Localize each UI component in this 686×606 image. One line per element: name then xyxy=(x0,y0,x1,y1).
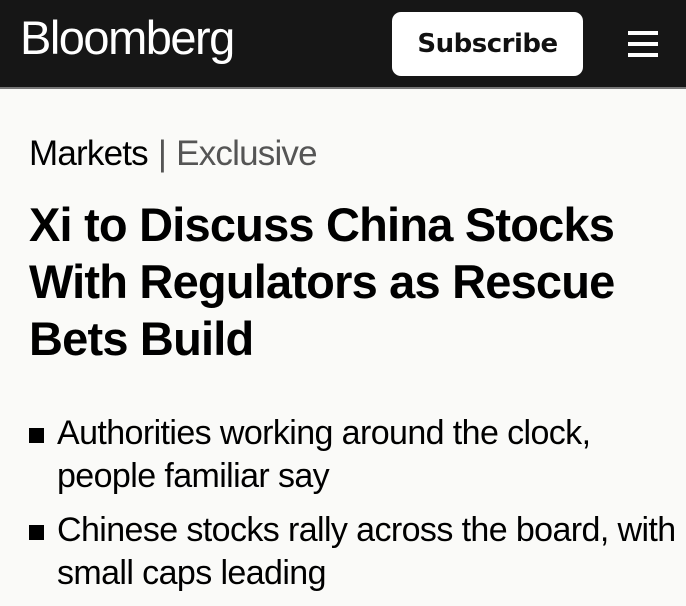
bullet-square-icon xyxy=(29,428,44,443)
bloomberg-logo[interactable]: Bloomberg xyxy=(20,11,235,64)
bullet-item: Authorities working around the clock, pe… xyxy=(29,412,679,498)
breadcrumb: Markets | Exclusive xyxy=(29,134,318,174)
separator: | xyxy=(157,134,167,173)
bullet-text: Chinese stocks rally across the board, w… xyxy=(57,511,676,592)
summary-bullets: Authorities working around the clock, pe… xyxy=(29,412,679,606)
bullet-text: Authorities working around the clock, pe… xyxy=(57,414,591,495)
site-header: Bloomberg Subscribe xyxy=(0,0,686,89)
headline: Xi to Discuss China Stocks With Regulato… xyxy=(29,198,615,365)
exclusive-tag: Exclusive xyxy=(176,134,317,173)
category-link[interactable]: Markets xyxy=(29,134,149,173)
subscribe-button[interactable]: Subscribe xyxy=(392,12,583,76)
hamburger-icon[interactable] xyxy=(628,31,658,57)
bullet-square-icon xyxy=(29,525,44,540)
bullet-item: Chinese stocks rally across the board, w… xyxy=(29,509,679,595)
